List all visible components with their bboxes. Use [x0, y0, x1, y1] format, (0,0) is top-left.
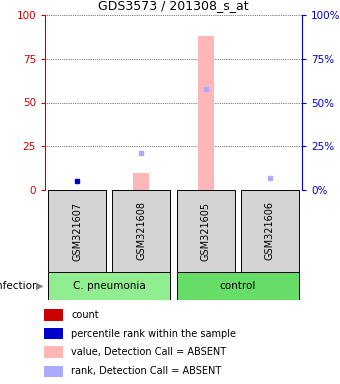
Text: control: control [220, 281, 256, 291]
Bar [177, 190, 235, 272]
Text: percentile rank within the sample: percentile rank within the sample [71, 329, 236, 339]
Title: GDS3573 / 201308_s_at: GDS3573 / 201308_s_at [98, 0, 249, 12]
Text: GSM321605: GSM321605 [201, 202, 210, 261]
Bar [241, 190, 299, 272]
Text: rank, Detection Call = ABSENT: rank, Detection Call = ABSENT [71, 366, 222, 376]
Text: C. pneumonia: C. pneumonia [73, 281, 146, 291]
Bar [44, 328, 63, 339]
Bar [48, 190, 106, 272]
Text: count: count [71, 310, 99, 320]
Bar [48, 272, 170, 300]
Bar [113, 190, 170, 272]
Bar [44, 346, 63, 358]
Bar [44, 309, 63, 321]
Text: GSM321606: GSM321606 [265, 202, 275, 260]
Bar [177, 272, 299, 300]
Text: infection: infection [0, 281, 38, 291]
Text: value, Detection Call = ABSENT: value, Detection Call = ABSENT [71, 347, 226, 357]
Text: ▶: ▶ [36, 281, 43, 291]
Bar [44, 366, 63, 377]
Text: GSM321607: GSM321607 [72, 202, 82, 261]
Bar [198, 36, 214, 190]
Bar [133, 172, 149, 190]
Text: GSM321608: GSM321608 [136, 202, 147, 260]
